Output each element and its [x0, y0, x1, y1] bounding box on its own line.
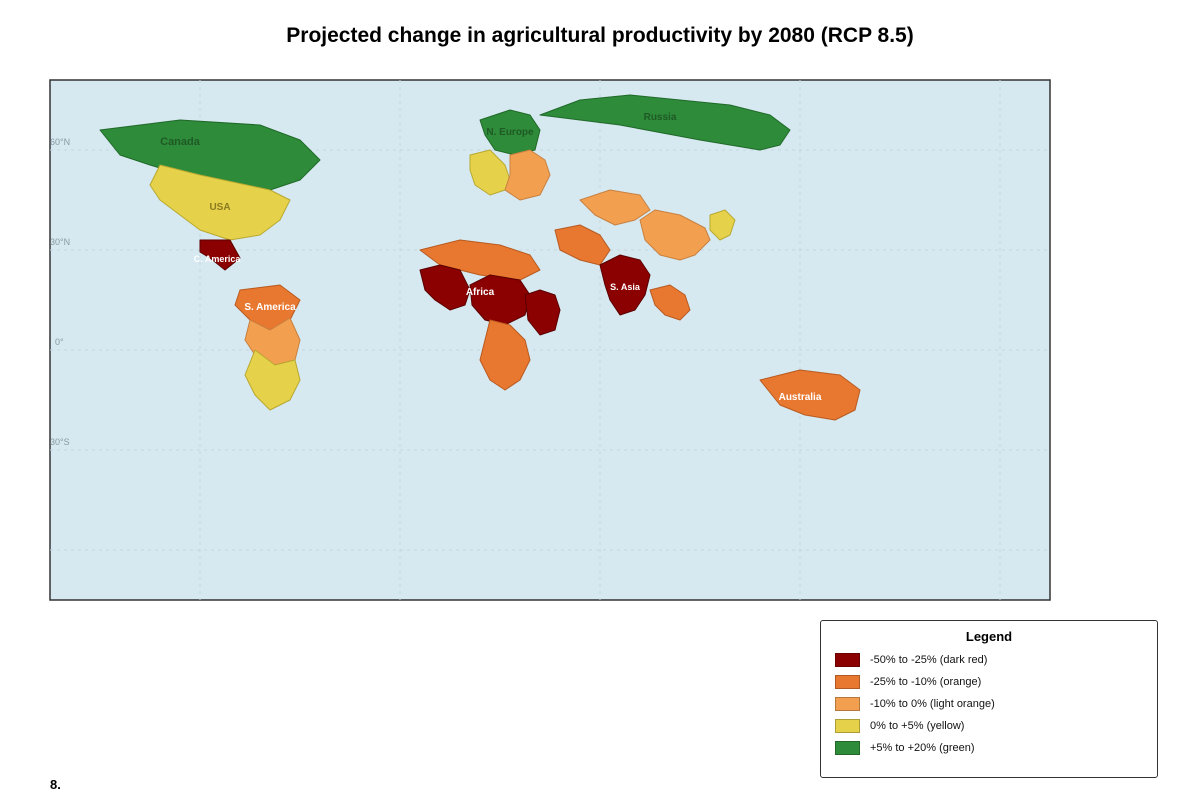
region-australia[interactable] — [759, 369, 861, 421]
label-s-america: S. America — [244, 302, 296, 313]
lat-label-60n: 60°N — [50, 137, 70, 147]
region-middle-east[interactable] — [554, 224, 611, 266]
figure-number: 8. — [50, 777, 61, 792]
legend-swatch — [835, 719, 860, 733]
legend-swatch — [835, 697, 860, 711]
gridlines — [50, 80, 1050, 600]
lat-label-30n: 30°N — [50, 237, 70, 247]
legend: Legend -50% to -25% (dark red) -25% to -… — [820, 620, 1158, 778]
label-russia: Russia — [644, 112, 677, 123]
region-central-asia[interactable] — [579, 189, 651, 226]
region-canada[interactable] — [99, 119, 321, 191]
region-e-africa[interactable] — [524, 289, 561, 336]
legend-swatch — [835, 741, 860, 755]
legend-title: Legend — [965, 629, 1013, 644]
legend-item-light-orange: -10% to 0% (light orange) — [835, 696, 995, 712]
legend-item-dark-red: -50% to -25% (dark red) — [835, 652, 987, 668]
region-russia[interactable] — [539, 94, 791, 151]
label-africa: Africa — [466, 287, 495, 298]
legend-item-yellow: 0% to +5% (yellow) — [835, 718, 964, 734]
region-n-europe[interactable] — [479, 109, 541, 156]
region-s-asia[interactable] — [599, 254, 651, 316]
label-usa: USA — [209, 202, 230, 213]
region-china[interactable] — [639, 209, 711, 261]
label-australia: Australia — [779, 392, 822, 403]
region-se-asia[interactable] — [649, 284, 691, 321]
legend-label: +5% to +20% (green) — [870, 742, 975, 754]
region-w-africa[interactable] — [419, 264, 471, 311]
region-s-america-south[interactable] — [244, 349, 301, 411]
region-e-europe[interactable] — [504, 149, 551, 201]
map-title: Projected change in agricultural product… — [286, 24, 914, 47]
legend-swatch — [835, 653, 860, 667]
legend-label: -50% to -25% (dark red) — [870, 654, 988, 666]
label-canada: Canada — [160, 136, 201, 148]
legend-item-green: +5% to +20% (green) — [835, 740, 975, 756]
legend-item-orange: -25% to -10% (orange) — [835, 674, 981, 690]
lat-label-0: 0° — [55, 337, 64, 347]
lat-label-30s: 30°S — [50, 437, 70, 447]
label-c-america: C. America — [194, 254, 242, 264]
legend-label: -25% to -10% (orange) — [870, 676, 982, 688]
region-africa[interactable] — [469, 274, 531, 326]
legend-label: 0% to +5% (yellow) — [870, 720, 965, 732]
label-s-asia: S. Asia — [610, 282, 641, 292]
region-usa[interactable] — [149, 164, 291, 241]
label-n-europe: N. Europe — [486, 127, 534, 138]
region-c-america[interactable] — [199, 239, 241, 271]
legend-swatch — [835, 675, 860, 689]
region-japan[interactable] — [709, 209, 736, 241]
region-s-africa[interactable] — [479, 319, 531, 391]
legend-label: -10% to 0% (light orange) — [870, 698, 995, 710]
